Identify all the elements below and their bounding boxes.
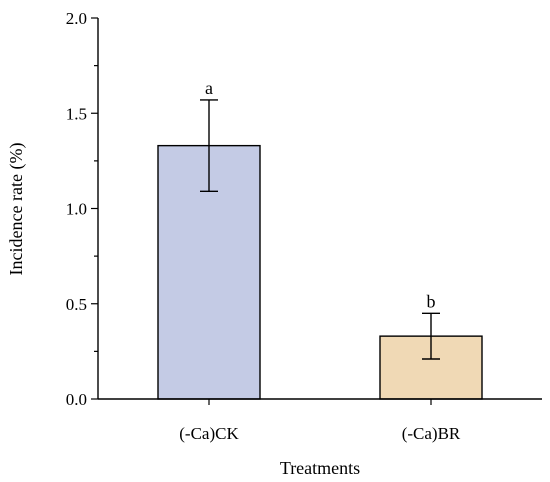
y-tick-label-5: 2.0 (66, 9, 87, 28)
bars-layer (157, 144, 483, 400)
ticks-layer: (-Ca)CK (-Ca)BR 0.0 0.5 1.0 1.5 2.0 (66, 9, 461, 443)
x-tick-label-2: (-Ca)BR (402, 424, 461, 443)
significance-label-1: a (205, 78, 213, 98)
y-tick-label-3: 1.0 (66, 200, 87, 219)
x-tick-label-1: (-Ca)CK (179, 424, 239, 443)
y-axis-title: Incidence rate (%) (6, 143, 27, 276)
y-tick-label-2: 0.5 (66, 295, 87, 314)
y-tick-label-4: 1.5 (66, 104, 87, 123)
y-tick-label-1: 0.0 (66, 390, 87, 409)
significance-label-2: b (427, 291, 436, 311)
x-axis-title: Treatments (280, 458, 360, 478)
error-bars-layer (200, 99, 440, 360)
significance-labels-layer: ab (205, 78, 436, 311)
